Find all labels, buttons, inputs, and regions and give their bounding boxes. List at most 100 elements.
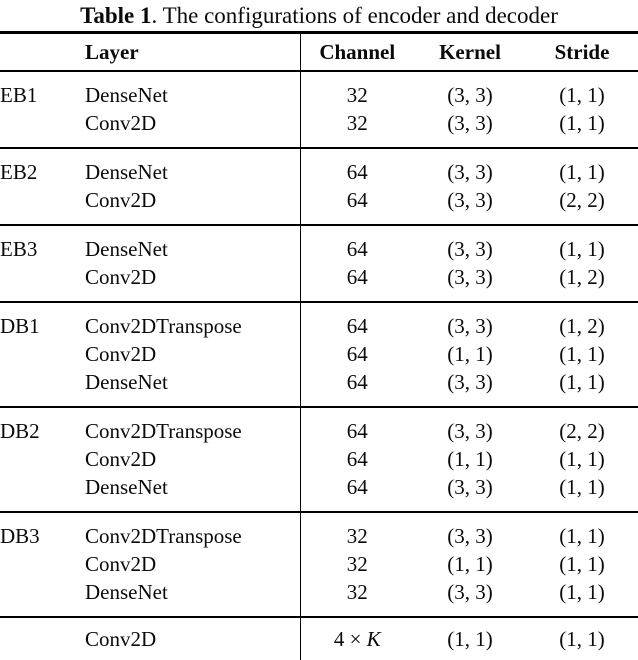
block-label: EB3 [0, 225, 85, 303]
table-caption: Table 1. The configurations of encoder a… [0, 0, 638, 31]
channel-value: 32 [346, 552, 368, 576]
block-label: DB3 [0, 512, 85, 618]
caption-text: . The configurations of encoder and deco… [151, 3, 558, 28]
layer-cell: DenseNet Conv2D [85, 148, 300, 226]
stride-value: (1, 1) [559, 111, 605, 135]
kernel-value: (1, 1) [447, 627, 493, 651]
stride-cell: (1, 1) [526, 617, 638, 660]
channel-value: 64 [346, 188, 368, 212]
group-row-db1: DB1 Conv2DTranspose Conv2D DenseNet 64 6… [0, 302, 638, 408]
stride-value: (1, 1) [559, 83, 605, 107]
channel-value: 64 [346, 475, 368, 499]
column-header-stride: Stride [526, 32, 638, 72]
layer-name: Conv2DTranspose [85, 419, 242, 443]
channel-cell: 4 × K [299, 617, 414, 660]
stride-value: (1, 1) [559, 160, 605, 184]
kernel-value: (3, 3) [447, 475, 493, 499]
channel-cell: 64 64 [299, 225, 414, 303]
channel-value: 64 [346, 419, 368, 443]
stride-cell: (1, 1) (1, 1) (1, 1) [526, 512, 638, 618]
channel-cell: 32 32 32 [299, 512, 414, 618]
block-label-text: EB1 [0, 83, 38, 107]
layer-cell: DenseNet Conv2D [85, 225, 300, 303]
stride-value: (1, 1) [559, 580, 605, 604]
kernel-value: (3, 3) [447, 524, 493, 548]
kernel-cell: (1, 1) [414, 617, 526, 660]
kernel-cell: (3, 3) (3, 3) [414, 225, 526, 303]
layer-name: Conv2D [85, 447, 157, 471]
layer-cell: Conv2DTranspose Conv2D DenseNet [85, 512, 300, 618]
layer-name: DenseNet [85, 160, 168, 184]
channel-value: 64 [346, 314, 368, 338]
layer-name: DenseNet [85, 370, 168, 394]
kernel-cell: (3, 3) (1, 1) (3, 3) [414, 512, 526, 618]
kernel-cell: (3, 3) (3, 3) [414, 148, 526, 226]
channel-value: 64 [346, 447, 368, 471]
channel-cell: 32 32 [299, 71, 414, 149]
stride-value: (1, 1) [559, 524, 605, 548]
stride-value: (2, 2) [559, 188, 605, 212]
stride-value: (1, 1) [559, 447, 605, 471]
channel-value: 32 [346, 83, 368, 107]
stride-value: (1, 2) [559, 265, 605, 289]
block-label: DB2 [0, 407, 85, 513]
block-label-text: EB3 [0, 237, 38, 261]
block-label-text: EB2 [0, 160, 38, 184]
layer-name: DenseNet [85, 475, 168, 499]
kernel-value: (1, 1) [447, 447, 493, 471]
channel-cell: 64 64 64 [299, 302, 414, 408]
channel-value: 64 [346, 160, 368, 184]
layer-name: DenseNet [85, 83, 168, 107]
stride-value: (1, 1) [559, 627, 605, 651]
channel-value: 64 [346, 237, 368, 261]
channel-value: 64 [346, 342, 368, 366]
channel-value: 64 [346, 265, 368, 289]
kernel-value: (3, 3) [447, 580, 493, 604]
group-row-eb2: EB2 DenseNet Conv2D 64 64 (3, 3) (3, 3) … [0, 148, 638, 226]
kernel-value: (3, 3) [447, 265, 493, 289]
group-row-db3: DB3 Conv2DTranspose Conv2D DenseNet 32 3… [0, 512, 638, 618]
stride-cell: (1, 2) (1, 1) (1, 1) [526, 302, 638, 408]
block-label [0, 617, 85, 660]
stride-value: (1, 1) [559, 370, 605, 394]
channel-value: 32 [346, 111, 368, 135]
final-output-row: Conv2D 4 × K (1, 1) (1, 1) [0, 617, 638, 660]
kernel-value: (3, 3) [447, 188, 493, 212]
kernel-value: (1, 1) [447, 342, 493, 366]
block-label: DB1 [0, 302, 85, 408]
layer-name: Conv2D [85, 111, 157, 135]
stride-cell: (1, 1) (2, 2) [526, 148, 638, 226]
layer-name: Conv2D [85, 188, 157, 212]
layer-name: Conv2D [85, 627, 157, 651]
math-variable-k: K [366, 627, 381, 651]
column-header-kernel: Kernel [414, 32, 526, 72]
layer-name: Conv2D [85, 342, 157, 366]
layer-cell: Conv2DTranspose Conv2D DenseNet [85, 302, 300, 408]
channel-value: 32 [346, 580, 368, 604]
header-block-spacer [0, 32, 85, 72]
layer-name: Conv2DTranspose [85, 314, 242, 338]
block-label: EB1 [0, 71, 85, 149]
kernel-value: (3, 3) [447, 314, 493, 338]
layer-name: DenseNet [85, 237, 168, 261]
stride-cell: (1, 1) (1, 1) [526, 71, 638, 149]
channel-cell: 64 64 64 [299, 407, 414, 513]
block-label-text: DB1 [0, 314, 40, 338]
kernel-cell: (3, 3) (1, 1) (3, 3) [414, 302, 526, 408]
layer-cell: DenseNet Conv2D [85, 71, 300, 149]
kernel-value: (1, 1) [447, 552, 493, 576]
layer-cell: Conv2D [85, 617, 300, 660]
block-label-text: DB3 [0, 524, 40, 548]
caption-label: Table 1 [80, 3, 152, 28]
channel-expression: 4 × [333, 627, 367, 651]
stride-cell: (1, 1) (1, 2) [526, 225, 638, 303]
kernel-value: (3, 3) [447, 160, 493, 184]
block-label: EB2 [0, 148, 85, 226]
layer-name: DenseNet [85, 580, 168, 604]
column-header-layer: Layer [85, 32, 300, 72]
stride-value: (1, 1) [559, 342, 605, 366]
kernel-value: (3, 3) [447, 83, 493, 107]
group-row-db2: DB2 Conv2DTranspose Conv2D DenseNet 64 6… [0, 407, 638, 513]
group-row-eb1: EB1 DenseNet Conv2D 32 32 (3, 3) (3, 3) … [0, 71, 638, 149]
